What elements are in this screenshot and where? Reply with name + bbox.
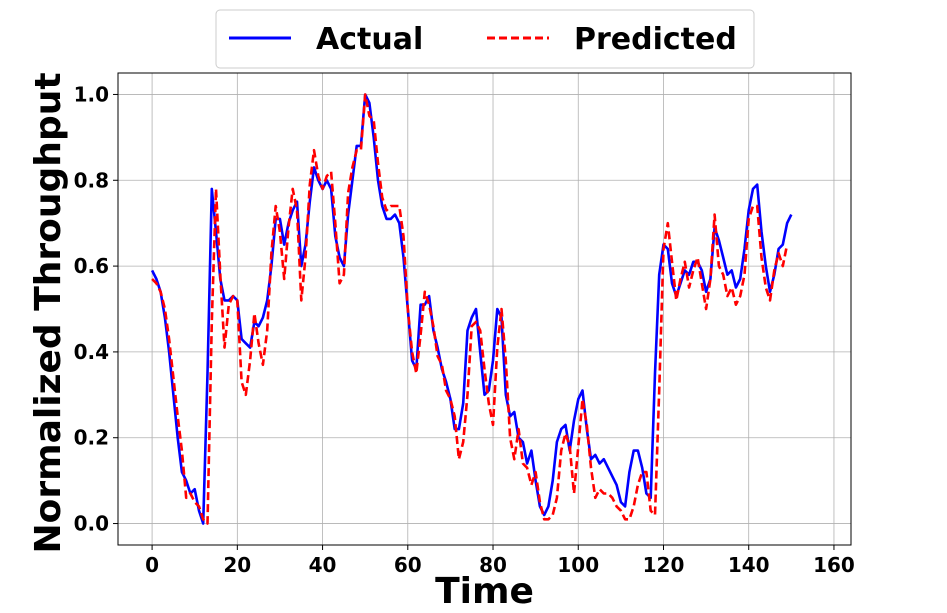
y-tick-label: 1.0	[74, 82, 109, 106]
plot-frame	[117, 72, 852, 546]
series-line-actual	[150, 93, 793, 525]
x-axis-title: Time	[435, 571, 534, 612]
legend-label-predicted: Predicted	[574, 22, 737, 57]
legend-label-actual: Actual	[316, 22, 423, 57]
x-tick-label: 100	[557, 553, 599, 577]
axis-ticks: 0 20 40 60 80 100 120 140 160 0.0 0.2 0.4 0.6 0.8 1.0	[74, 82, 855, 577]
y-tick-label: 0.4	[74, 340, 109, 364]
y-tick-label: 0.6	[74, 254, 109, 278]
legend: Actual Predicted	[215, 9, 755, 69]
x-tick-label: 140	[728, 553, 770, 577]
y-tick-label: 0.8	[74, 168, 109, 192]
y-axis-title: Normalized Throughput	[28, 72, 69, 553]
x-tick-label: 120	[643, 553, 685, 577]
y-tick-label: 0.0	[74, 512, 109, 536]
x-tick-label: 160	[813, 553, 855, 577]
x-tick-label: 80	[479, 553, 507, 577]
x-tick-label: 20	[223, 553, 251, 577]
x-tick-label: 60	[394, 553, 422, 577]
legend-box	[215, 9, 755, 69]
x-tick-label: 40	[309, 553, 337, 577]
x-tick-label: 0	[145, 553, 159, 577]
series-line-predicted	[151, 93, 789, 525]
series-lines	[150, 93, 793, 525]
y-tick-label: 0.2	[74, 426, 109, 450]
